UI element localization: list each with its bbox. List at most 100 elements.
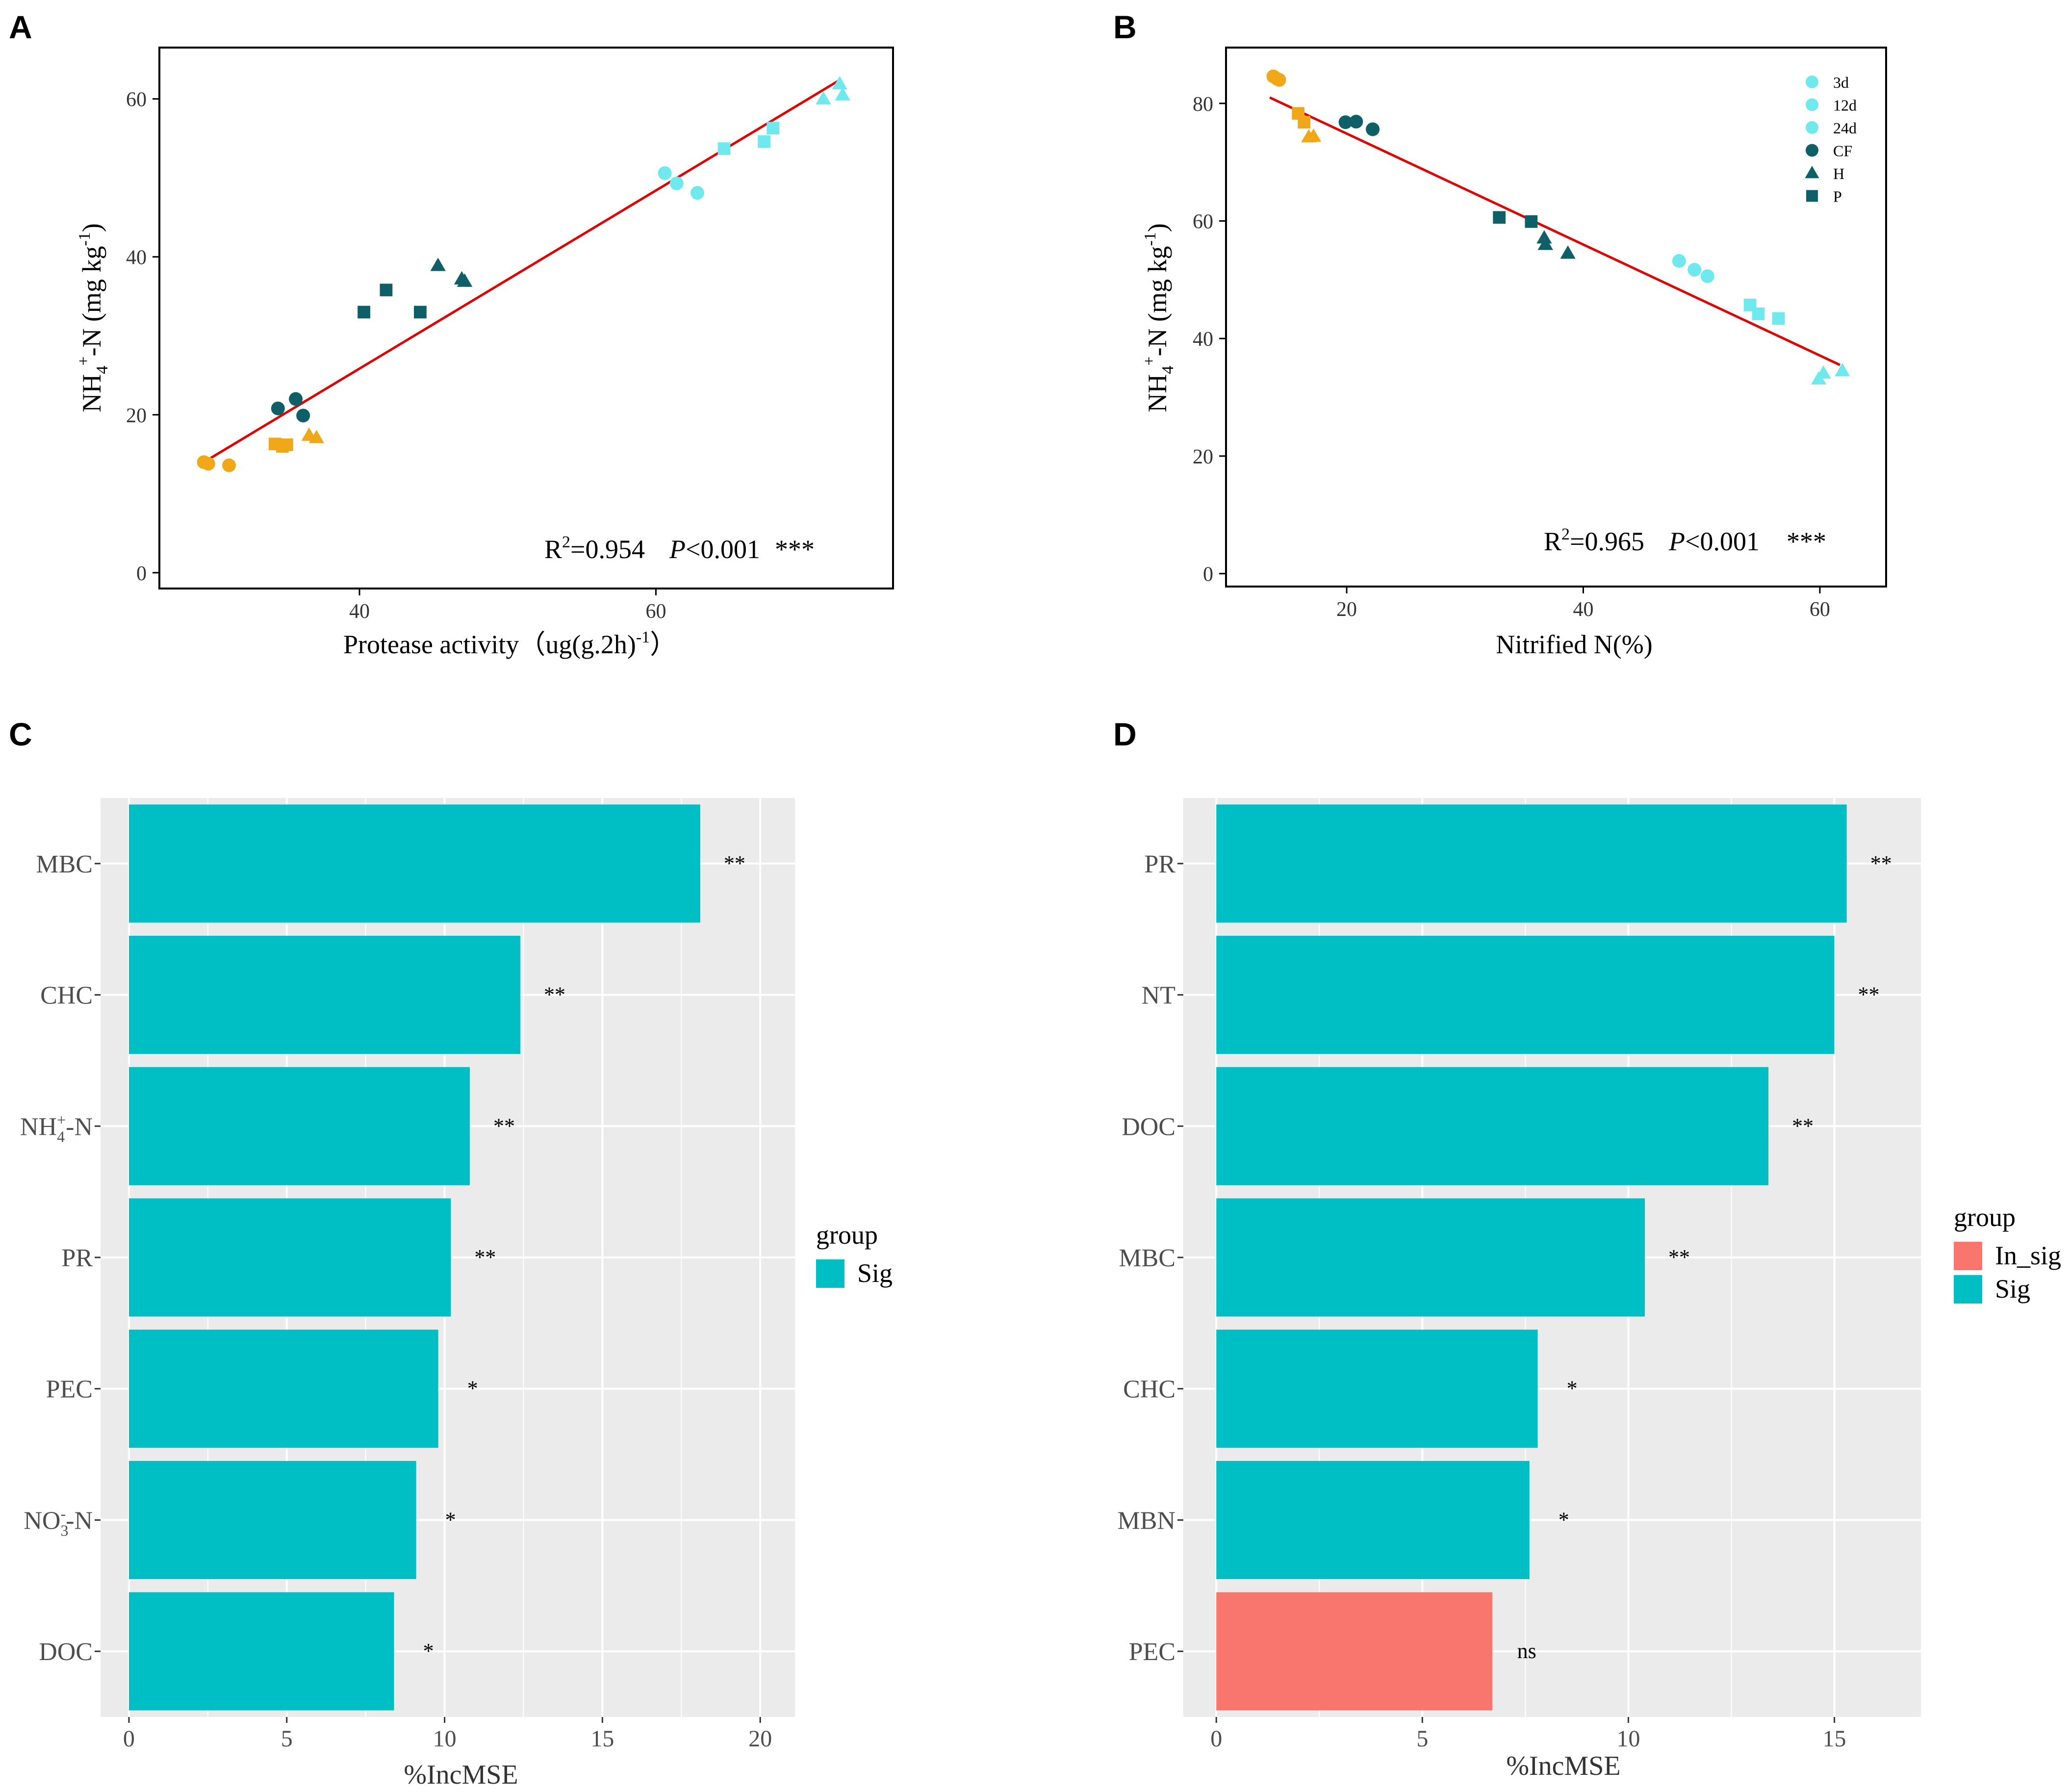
category-label: NT [1142, 982, 1176, 1010]
data-point-mid-triangle [1560, 245, 1576, 259]
data-point-early-square [1298, 116, 1311, 129]
legend-label: H [1833, 165, 1844, 182]
category-label: MBN [1118, 1507, 1176, 1535]
data-point-late-square [1772, 312, 1785, 325]
data-point-late-triangle [816, 91, 831, 104]
panel-b-stat-text: R2=0.965 P<0.001 *** [1544, 525, 1826, 556]
x-tick-label: 5 [1416, 1726, 1428, 1752]
legend-label: CF [1833, 142, 1852, 160]
x-tick-label: 5 [281, 1726, 293, 1752]
significance-stars: *** [1787, 527, 1826, 556]
y-label-subscript: 4 [1159, 366, 1177, 374]
category-label: PR [1144, 850, 1176, 878]
data-point-mid-circle [1366, 122, 1380, 136]
significance-label: ** [724, 851, 745, 875]
data-point-mid-square [1525, 215, 1538, 228]
panel-b-plot-frame [1225, 47, 1887, 588]
panel-b-label: B [1113, 9, 1137, 45]
bar [1216, 936, 1835, 1054]
significance-label: * [423, 1639, 434, 1663]
y-label-superscript: + [1140, 357, 1158, 366]
x-tick-label: 20 [1336, 598, 1357, 621]
x-tick-label: 15 [1823, 1726, 1846, 1752]
data-point-early-circle [222, 458, 236, 472]
data-point-mid-triangle [1536, 230, 1552, 244]
p-value: <0.001 [686, 535, 760, 564]
bar [128, 936, 521, 1054]
significance-label: ** [544, 983, 565, 1007]
x-label-end: ） [650, 630, 676, 659]
data-point-mid-circle [289, 392, 303, 406]
bar [128, 804, 700, 923]
significance-label: * [467, 1377, 478, 1401]
x-tick-label: 40 [1573, 598, 1593, 621]
r-squared-value: =0.965 [1570, 527, 1644, 556]
category-label: PR [61, 1244, 93, 1272]
y-tick-label: 0 [136, 563, 147, 585]
bar [128, 1460, 416, 1579]
legend-label: In_sig [1995, 1241, 2061, 1270]
panel-a-label: A [9, 9, 32, 45]
legend-label: Sig [1995, 1274, 2030, 1304]
r-squared-symbol: R [544, 535, 562, 564]
data-point-mid-square [358, 306, 370, 319]
bar [128, 1198, 451, 1317]
y-tick-label: 60 [1193, 211, 1213, 233]
data-point-mid-square [414, 306, 427, 319]
y-tick-label: 0 [1203, 563, 1213, 586]
significance-label: * [445, 1508, 456, 1532]
panel-b-ticks: 20 40 60 0 20 40 60 80 [1193, 93, 1830, 621]
p-symbol: P [669, 535, 686, 564]
data-point-early-triangle [1305, 128, 1322, 142]
data-point-early-square [281, 438, 293, 451]
superscript-2: 2 [562, 533, 570, 551]
legend-key-swatch [1954, 1242, 1982, 1270]
data-point-late-square [717, 142, 731, 155]
y-tick-label: 60 [126, 89, 147, 111]
x-tick-label: 0 [123, 1726, 135, 1752]
category-label-superscript: - [60, 1505, 66, 1522]
legend-key-icon [1806, 76, 1818, 88]
panel-d-x-axis-label: %IncMSE [1506, 1751, 1620, 1781]
bar [128, 1592, 394, 1711]
y-label-unit-superscript: -1 [1141, 232, 1159, 246]
category-label-subscript: 4 [57, 1127, 65, 1145]
y-tick-label: 20 [126, 405, 147, 427]
panel-a-plot-frame [158, 47, 894, 589]
data-point-mid-circle [296, 409, 310, 423]
y-label-unit-superscript: -1 [76, 232, 94, 246]
y-label-close: ) [1143, 223, 1172, 232]
significance-label: ** [1870, 851, 1892, 875]
category-label-end: -N [66, 1113, 93, 1141]
y-label-nh: NH [77, 374, 106, 412]
x-label-main: Protease activity（ug(g.2h) [343, 630, 636, 659]
category-label: PEC [46, 1376, 93, 1404]
legend-label: 3d [1833, 74, 1849, 91]
significance-stars: *** [775, 535, 815, 564]
panel-c-x-axis-label: %IncMSE [404, 1760, 518, 1790]
x-tick-label: 60 [1810, 598, 1830, 621]
bar [1216, 1067, 1769, 1185]
category-label: DOC [39, 1638, 93, 1666]
category-label: CHC [40, 982, 93, 1010]
r-squared-symbol: R [1544, 527, 1561, 556]
panel-a-stat-text: R2=0.954 P<0.001 *** [544, 533, 815, 564]
significance-label: ** [493, 1114, 515, 1138]
significance-label: ** [1858, 983, 1880, 1007]
category-label-end: -N [66, 1507, 93, 1535]
data-point-late-circle [1687, 263, 1702, 277]
panel-b-fit-line [1269, 96, 1840, 366]
data-point-late-triangle [1835, 363, 1850, 377]
category-label: MBC [36, 850, 93, 878]
y-label-unit: -N (mg kg [77, 246, 106, 357]
superscript-2: 2 [1561, 525, 1570, 543]
bar [1216, 1330, 1538, 1448]
legend-label: Sig [857, 1258, 893, 1288]
panel-c-label: C [9, 716, 32, 752]
data-point-early-triangle [308, 430, 325, 443]
data-point-mid-circle [1338, 115, 1353, 129]
panel-c-legend: group Sig [816, 1220, 893, 1288]
legend-title: group [1954, 1203, 2016, 1232]
